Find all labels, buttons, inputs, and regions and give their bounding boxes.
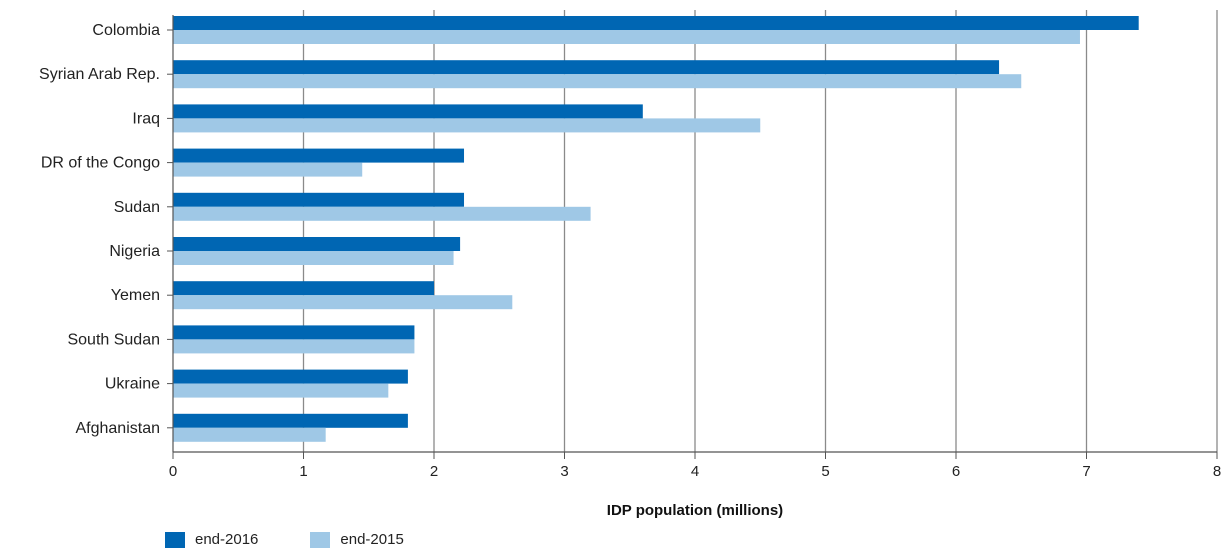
category-label: Nigeria [109,243,160,260]
bar-end-2016-ukraine [173,369,408,384]
bar-end-2015-afghanistan [173,427,326,442]
category-label: Syrian Arab Rep. [39,66,160,83]
x-tick-label: 0 [169,463,177,480]
category-label: Iraq [132,110,160,127]
x-tick-label: 3 [560,463,568,480]
bar-end-2016-yemen [173,281,434,296]
category-label: South Sudan [67,331,160,348]
x-tick-label: 4 [691,463,699,480]
bar-end-2016-afghanistan [173,413,408,428]
legend-item-2016: end-2016 [165,531,258,548]
legend-swatch-2016 [165,531,185,548]
legend-label-2016: end-2016 [195,531,259,548]
category-label: Sudan [114,199,160,216]
legend: end-2016 end-2015 [165,531,456,548]
bar-end-2015-yemen [173,295,513,310]
category-label: DR of the Congo [41,155,160,172]
x-axis-title: IDP population (millions) [606,502,784,519]
category-label: Colombia [92,22,160,39]
bar-end-2015-dr-of-the-congo [173,162,363,177]
legend-item-2015: end-2015 [310,531,404,548]
bar-end-2015-nigeria [173,251,454,265]
labels: 0 1 2 3 4 5 6 7 8 Colombia Syrian Arab Rep. Iraq DR … [39,22,1221,480]
axes [167,15,1218,459]
bar-end-2015-sudan [173,206,591,221]
x-tick-label: 8 [1213,463,1221,480]
bar-end-2016-sudan [173,192,465,207]
category-label: Ukraine [105,376,160,393]
bar-end-2016-syrian-arab-rep- [173,60,1000,75]
bar-end-2016-iraq [173,104,643,119]
bar-end-2015-colombia [173,30,1080,44]
category-label: Yemen [111,287,160,304]
bars [173,16,1139,442]
x-tick-label: 7 [1082,463,1090,480]
x-tick-label: 2 [430,463,438,480]
bar-end-2016-dr-of-the-congo [173,148,465,163]
bar-end-2016-south-sudan [173,325,415,340]
category-label: Afghanistan [75,420,160,437]
bar-end-2015-iraq [173,118,761,133]
x-tick-label: 1 [299,463,307,480]
legend-label-2015: end-2015 [340,531,404,548]
x-tick-label: 6 [952,463,960,480]
x-tick-label: 5 [821,463,829,480]
legend-swatch-2015 [310,531,331,548]
bar-end-2015-syrian-arab-rep- [173,74,1022,89]
bar-end-2015-south-sudan [173,339,415,354]
bar-end-2016-colombia [173,16,1139,30]
bar-end-2016-nigeria [173,237,461,251]
bar-end-2015-ukraine [173,383,389,398]
